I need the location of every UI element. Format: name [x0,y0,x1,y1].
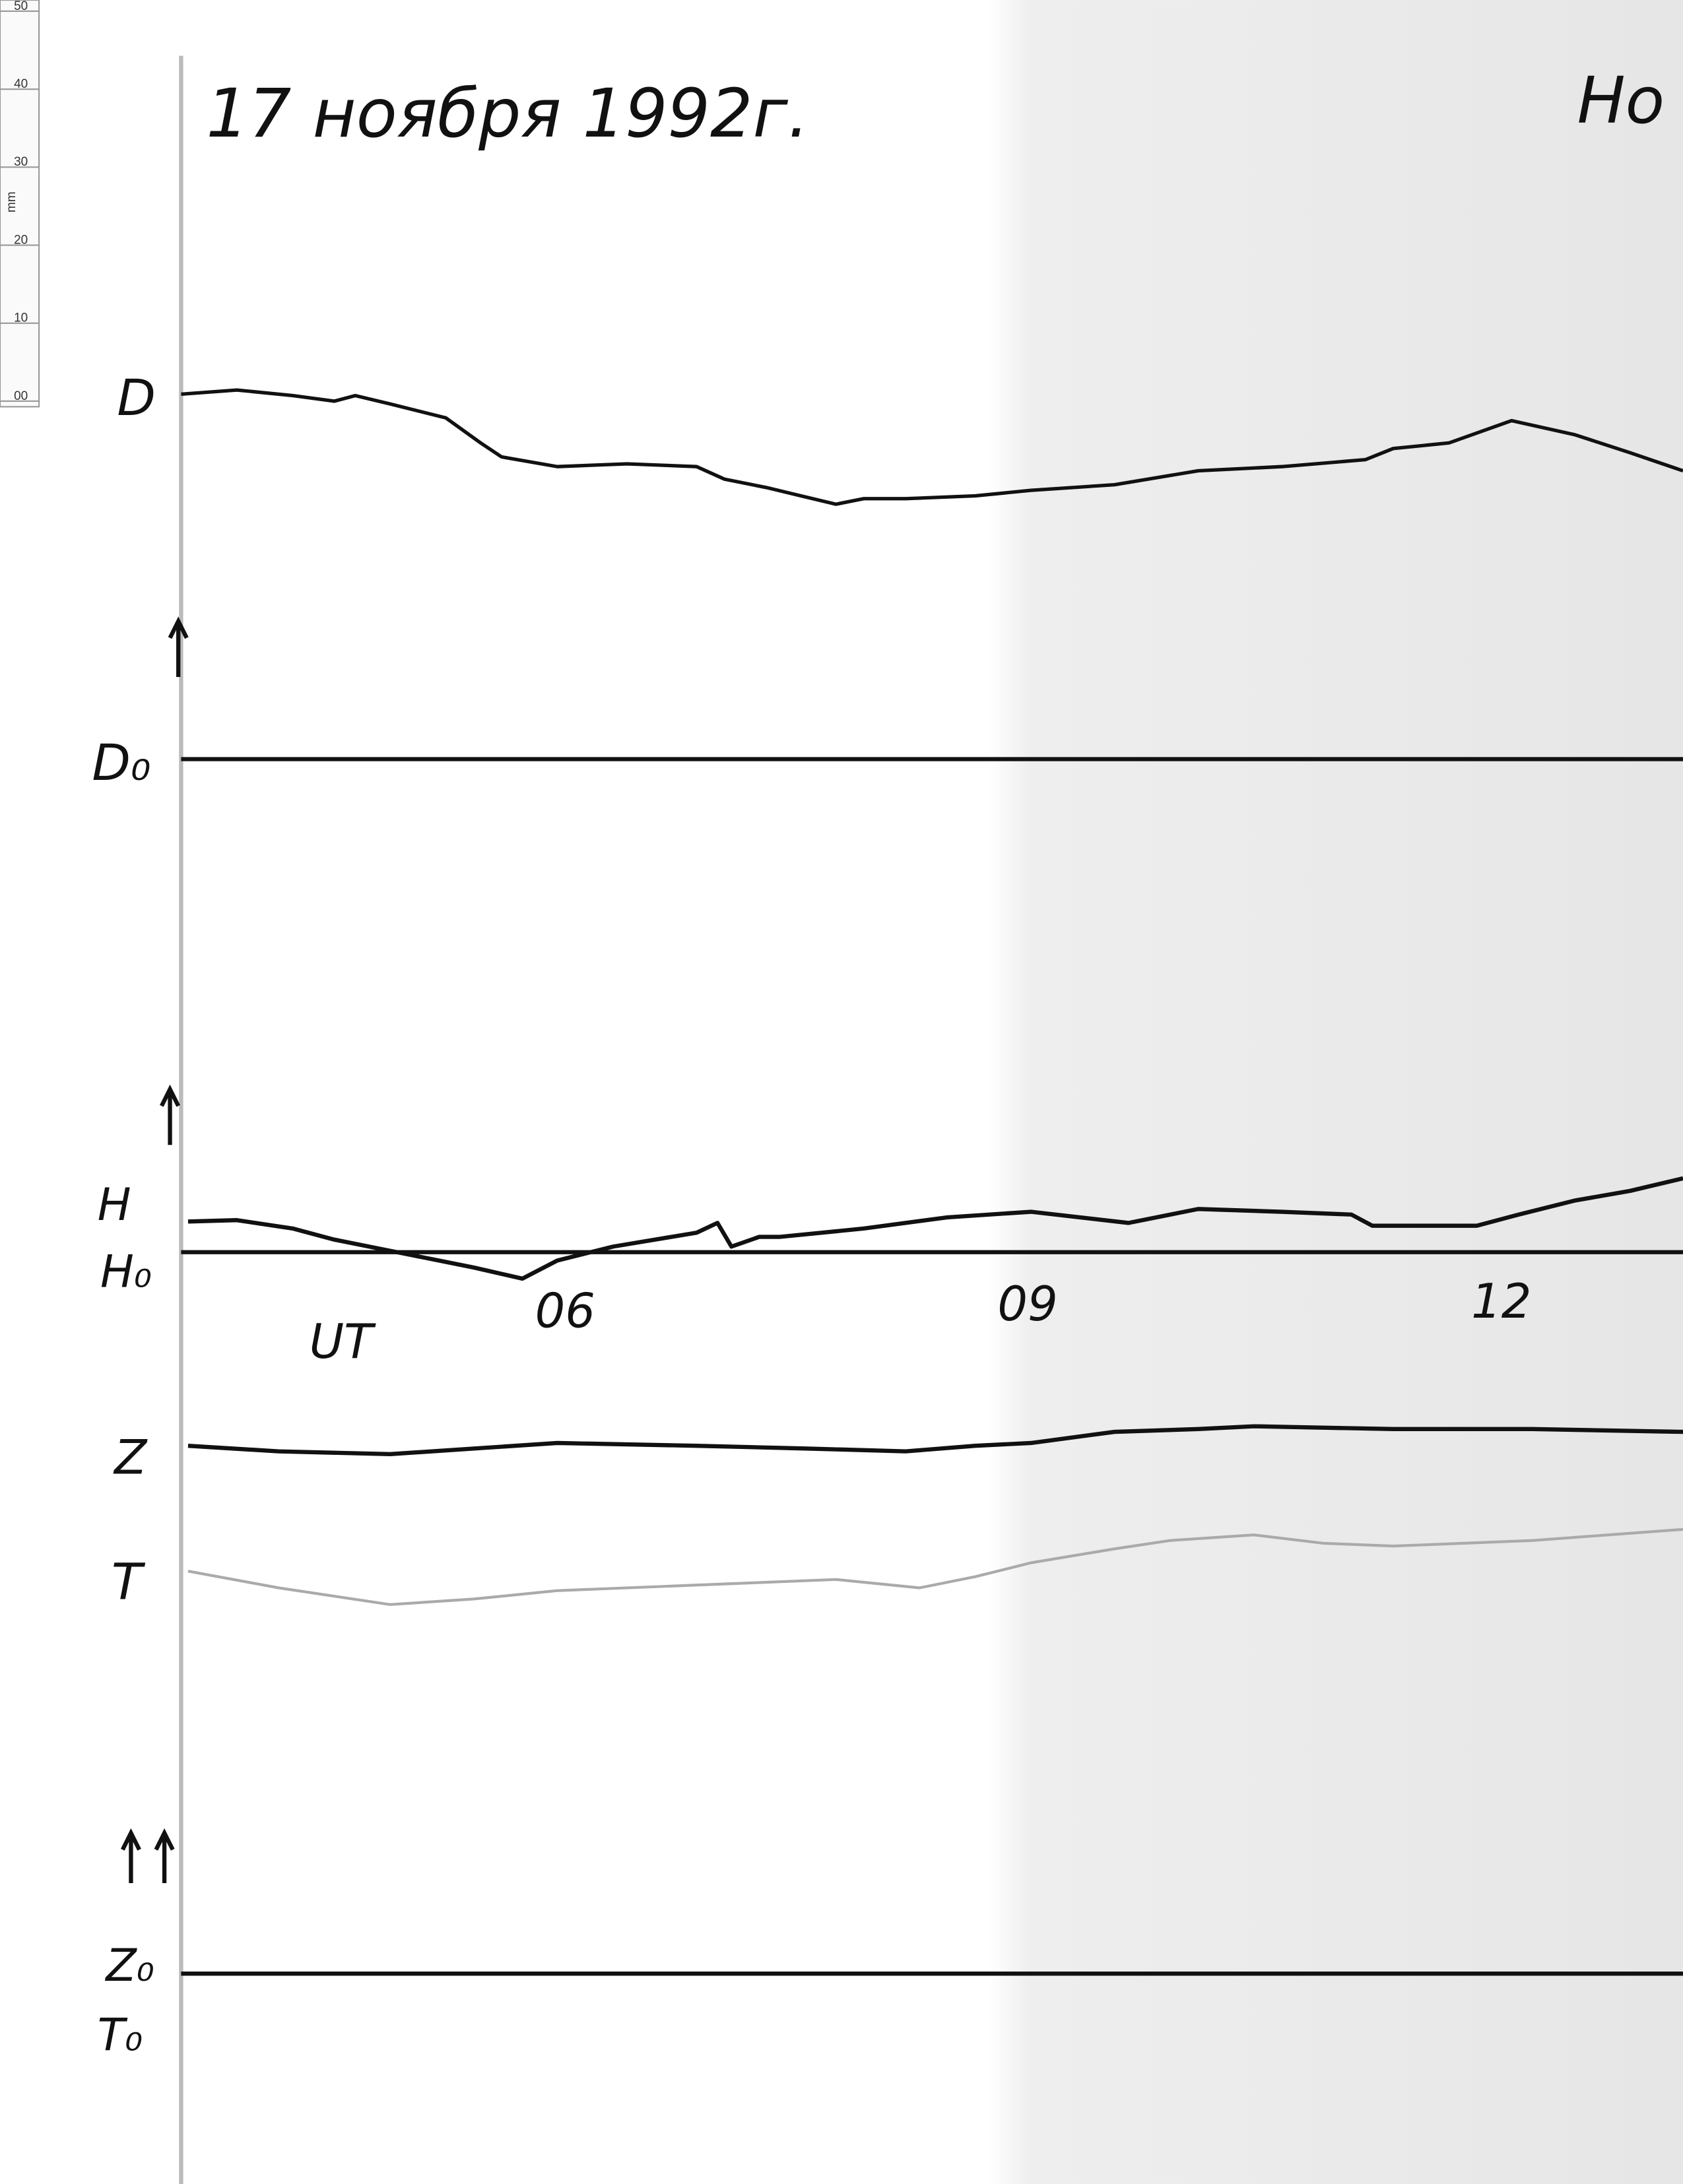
ruler-label: 40 [14,77,28,91]
corner-text: Но [1577,63,1665,138]
ruler-label: 20 [14,233,28,247]
trace-t [187,1527,1683,1606]
trace-z [187,1424,1683,1457]
channel-label: T [112,1552,146,1611]
channel-label: H [98,1178,131,1231]
scan-shade [989,0,1683,2184]
ruler-label: 50 [14,0,28,13]
ruler-unit: mm [5,191,18,212]
channel-label: H₀ [100,1246,152,1298]
hour-label: 06 [535,1283,595,1339]
channel-label: Z₀ [104,1939,154,1991]
ruler-label: 10 [14,311,28,325]
baselines [181,757,1683,1976]
channel-label: D₀ [92,733,150,792]
trace-h [187,1176,1683,1281]
traces [181,388,1683,1606]
date-title: 17 ноября 1992г. [206,75,809,152]
channel-label: Z [113,1429,148,1485]
channel-label: D [117,368,156,427]
ruler-label: 30 [14,155,28,169]
hour-label: 09 [997,1276,1057,1332]
trace-d [181,388,1683,506]
channel-label: T₀ [98,2008,143,2061]
arrows [120,616,189,1884]
ruler: 50 40 30 20 10 00 mm [0,0,40,408]
time-axis-label: UT [310,1314,377,1369]
hour-label: 12 [1471,1273,1531,1329]
ruler-label: 00 [14,389,28,403]
